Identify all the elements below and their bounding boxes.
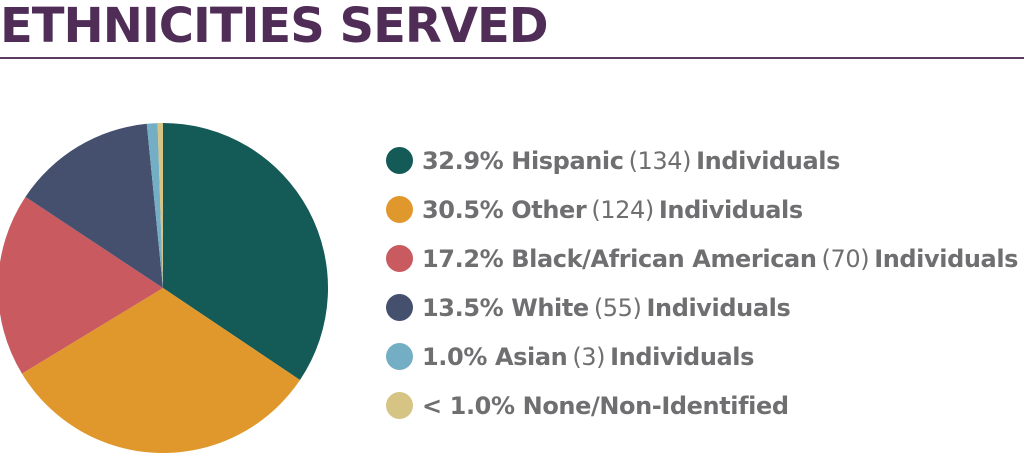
legend-item-black-african-american: 17.2% Black/African American (70) Indivi… [386,234,1018,283]
legend-label: Black/African American [511,244,817,273]
legend-percent: 32.9% [422,146,504,175]
title-divider [0,57,1024,59]
legend-item-none-non-identified: < 1.0% None/Non-Identified [386,381,1018,430]
legend-unit: Individuals [696,146,840,175]
pie-slice-white [25,123,164,288]
legend-unit: Individuals [610,342,755,371]
legend-count: (55) [593,293,642,322]
legend-unit: Individuals [646,293,791,322]
legend-label: Other [511,195,587,224]
legend-item-asian: 1.0% Asian (3) Individuals [386,332,1018,381]
legend-swatch [386,294,413,321]
legend-item-white: 13.5% White (55) Individuals [386,283,1018,332]
pie-slice-hispanic [163,123,329,381]
legend-swatch [386,147,413,174]
legend-label: Hispanic [511,146,624,175]
legend-label: White [511,293,589,322]
legend-swatch [386,392,413,419]
pie-chart [0,123,329,453]
legend-percent: 17.2% [422,244,504,273]
legend-count: (70) [821,244,870,273]
legend-label: None/Non-Identified [522,391,789,420]
legend-swatch [386,245,413,272]
pie-slice-black-african-american [0,196,163,374]
legend-swatch [386,196,413,223]
pie-slice-none-non-identified [157,123,163,288]
legend-item-hispanic: 32.9% Hispanic (134) Individuals [386,136,1018,185]
pie-slice-other [21,288,300,453]
legend-percent: < 1.0% [422,391,515,420]
legend-percent: 30.5% [422,195,504,224]
legend-count: (134) [628,146,692,175]
legend-count: (124) [591,195,654,224]
legend-swatch [386,343,413,370]
legend-item-other: 30.5% Other (124) Individuals [386,185,1018,234]
pie-slice-asian [146,123,163,288]
legend-unit: Individuals [874,244,1019,273]
legend: 32.9% Hispanic (134) Individuals 30.5% O… [386,136,1018,430]
legend-percent: 13.5% [422,293,504,322]
legend-percent: 1.0% [422,342,487,371]
legend-count: (3) [572,342,606,371]
legend-unit: Individuals [658,195,803,224]
legend-label: Asian [494,342,568,371]
page-title: ETHNICITIES SERVED [0,0,549,54]
